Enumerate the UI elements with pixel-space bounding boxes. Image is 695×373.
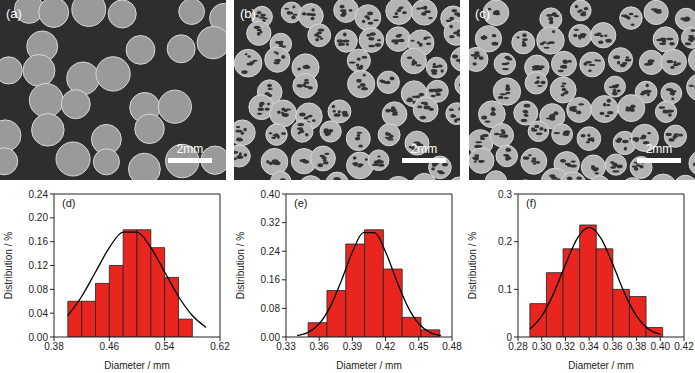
svg-text:0.38: 0.38 (44, 341, 64, 352)
svg-text:0.42: 0.42 (674, 341, 694, 352)
svg-text:Diameter / mm: Diameter / mm (336, 360, 402, 371)
svg-text:0.54: 0.54 (155, 341, 175, 352)
svg-text:0.04: 0.04 (29, 308, 49, 319)
svg-text:0: 0 (506, 332, 512, 343)
svg-text:0.16: 0.16 (29, 236, 49, 247)
svg-text:Diameter / mm: Diameter / mm (104, 360, 170, 371)
svg-text:0.45: 0.45 (409, 341, 429, 352)
html-text:(e): (e) (294, 197, 308, 209)
svg-text:0.36: 0.36 (603, 341, 623, 352)
svg-text:0.28: 0.28 (508, 341, 528, 352)
svg-text:0.12: 0.12 (29, 260, 49, 271)
svg-text:2mm: 2mm (177, 142, 204, 156)
svg-text:Diameter / mm: Diameter / mm (568, 360, 634, 371)
svg-text:0.62: 0.62 (210, 341, 230, 352)
svg-text:0.1: 0.1 (498, 284, 512, 295)
svg-text:0.34: 0.34 (579, 341, 599, 352)
svg-text:Distribution / %: Distribution / % (235, 232, 246, 299)
html-text:(d): (d) (62, 197, 76, 209)
svg-text:0.32: 0.32 (261, 217, 281, 228)
svg-text:0.40: 0.40 (261, 189, 281, 200)
svg-text:0.00: 0.00 (261, 332, 281, 343)
svg-text:0.40: 0.40 (651, 341, 671, 352)
svg-text:0.36: 0.36 (309, 341, 329, 352)
svg-text:0.39: 0.39 (343, 341, 363, 352)
svg-text:0.32: 0.32 (556, 341, 576, 352)
svg-text:0.3: 0.3 (498, 189, 512, 200)
svg-text:0.38: 0.38 (627, 341, 647, 352)
svg-text:2mm: 2mm (646, 142, 673, 156)
svg-text:Distribution / %: Distribution / % (467, 232, 478, 299)
svg-text:0.08: 0.08 (261, 303, 281, 314)
svg-text:(c): (c) (475, 6, 490, 21)
svg-text:0.2: 0.2 (498, 236, 512, 247)
svg-text:2mm: 2mm (411, 142, 438, 156)
svg-text:0.20: 0.20 (29, 212, 49, 223)
svg-text:0.24: 0.24 (29, 189, 49, 200)
svg-text:0.08: 0.08 (29, 284, 49, 295)
svg-text:0.00: 0.00 (29, 332, 49, 343)
svg-text:0.24: 0.24 (261, 246, 281, 257)
svg-text:0.42: 0.42 (376, 341, 396, 352)
svg-text:(b): (b) (240, 6, 256, 21)
svg-text:0.16: 0.16 (261, 274, 281, 285)
svg-text:0.33: 0.33 (276, 341, 296, 352)
svg-text:0.30: 0.30 (532, 341, 552, 352)
svg-text:0.48: 0.48 (442, 341, 462, 352)
svg-text:0.46: 0.46 (100, 341, 120, 352)
svg-text:Distribution / %: Distribution / % (3, 232, 14, 299)
svg-text:(a): (a) (6, 6, 22, 21)
html-text:(f): (f) (526, 197, 537, 209)
